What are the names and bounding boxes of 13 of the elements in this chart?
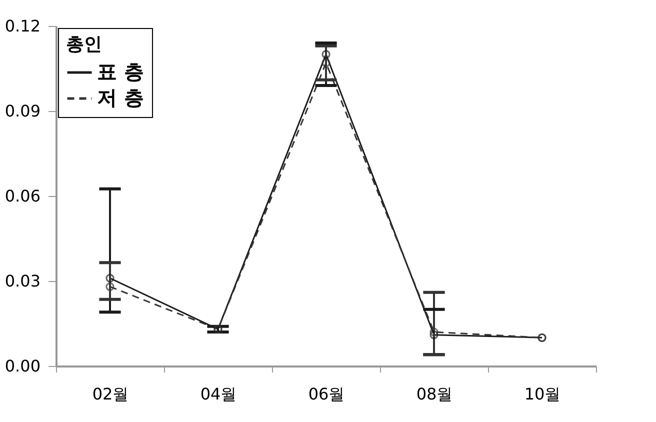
legend-label: 표 층	[97, 60, 144, 84]
legend-title: 총인	[66, 34, 102, 55]
legend-label: 저 층	[97, 86, 144, 110]
y-tick-label: 0.03	[4, 272, 40, 290]
x-tick-label: 08월	[416, 384, 453, 404]
x-tick-label: 04월	[200, 384, 237, 404]
y-tick-label: 0.00	[4, 356, 40, 376]
x-tick-label: 06월	[308, 384, 345, 404]
x-tick-label: 02월	[92, 384, 129, 404]
y-tick-label: 0.09	[4, 102, 40, 120]
x-tick-label: 10월	[524, 384, 561, 404]
y-tick-label: 0.12	[4, 16, 40, 36]
y-tick-label: 0.06	[4, 186, 40, 206]
